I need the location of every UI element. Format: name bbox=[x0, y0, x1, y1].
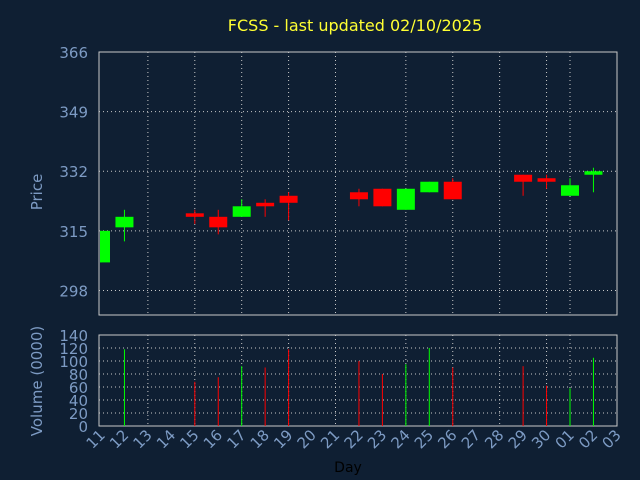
x-tick-label: 28 bbox=[481, 426, 507, 452]
volume-tick-label: 0 bbox=[78, 418, 88, 436]
chart-title: FCSS - last updated 02/10/2025 bbox=[228, 16, 482, 35]
candle-body bbox=[514, 174, 533, 182]
x-tick-label: 25 bbox=[411, 426, 437, 452]
volume-tick-label: 20 bbox=[69, 405, 88, 423]
x-tick-label: 18 bbox=[247, 426, 273, 452]
candle-body bbox=[420, 181, 439, 193]
x-tick-label: 13 bbox=[129, 426, 155, 452]
x-tick-label: 29 bbox=[505, 426, 531, 452]
price-tick-label: 366 bbox=[59, 44, 88, 62]
volume-tick-label: 80 bbox=[69, 366, 88, 384]
x-tick-label: 26 bbox=[434, 426, 460, 452]
candle-body bbox=[279, 195, 298, 203]
candle-body bbox=[349, 192, 368, 200]
volume-tick-label: 140 bbox=[59, 327, 88, 345]
x-tick-label: 12 bbox=[106, 426, 132, 452]
candle-body bbox=[373, 188, 392, 207]
x-tick-label: 16 bbox=[200, 426, 226, 452]
x-tick-label: 15 bbox=[176, 426, 202, 452]
price-axis-label: Price bbox=[28, 174, 46, 211]
volume-tick-label: 120 bbox=[59, 340, 88, 358]
candle-body bbox=[100, 230, 110, 263]
x-tick-label: 24 bbox=[387, 426, 413, 452]
grid-layer bbox=[98, 51, 618, 427]
candle-body bbox=[232, 206, 251, 217]
volume-tick-label: 60 bbox=[69, 379, 88, 397]
x-tick-label: 22 bbox=[341, 426, 367, 452]
candle-body bbox=[209, 216, 228, 228]
candle-body bbox=[115, 216, 134, 228]
price-tick-label: 315 bbox=[59, 223, 88, 241]
volume-axis-label: Volume (0000) bbox=[28, 326, 46, 436]
price-tick-label: 332 bbox=[59, 163, 88, 181]
volume-tick-label: 40 bbox=[69, 392, 88, 410]
marks-layer bbox=[100, 167, 603, 426]
x-tick-label: 02 bbox=[575, 426, 601, 452]
candle-body bbox=[561, 185, 579, 196]
x-axis-label: Day bbox=[334, 460, 362, 476]
price-tick-label: 298 bbox=[59, 282, 88, 300]
x-tick-label: 21 bbox=[317, 426, 343, 452]
price-tick-label: 349 bbox=[59, 104, 88, 122]
x-tick-label: 14 bbox=[153, 426, 179, 452]
x-tick-label: 19 bbox=[270, 426, 296, 452]
x-tick-label: 20 bbox=[294, 426, 320, 452]
volume-tick-label: 100 bbox=[59, 353, 88, 371]
candle-body bbox=[185, 213, 204, 217]
x-tick-label: 30 bbox=[528, 426, 554, 452]
candle-body bbox=[584, 171, 603, 175]
x-tick-label: 23 bbox=[364, 426, 390, 452]
candle-body bbox=[396, 188, 415, 210]
candle-body bbox=[537, 178, 556, 182]
ticks-layer: 2983153323493660204060801001201401112131… bbox=[59, 44, 624, 452]
x-tick-label: 17 bbox=[223, 426, 249, 452]
price-panel-frame bbox=[98, 51, 618, 316]
x-tick-label: 03 bbox=[598, 426, 624, 452]
candle-body bbox=[256, 202, 275, 207]
x-tick-label: 01 bbox=[552, 426, 578, 452]
x-tick-label: 27 bbox=[458, 426, 484, 452]
candle-body bbox=[443, 181, 462, 200]
volume-panel-frame bbox=[98, 334, 618, 427]
